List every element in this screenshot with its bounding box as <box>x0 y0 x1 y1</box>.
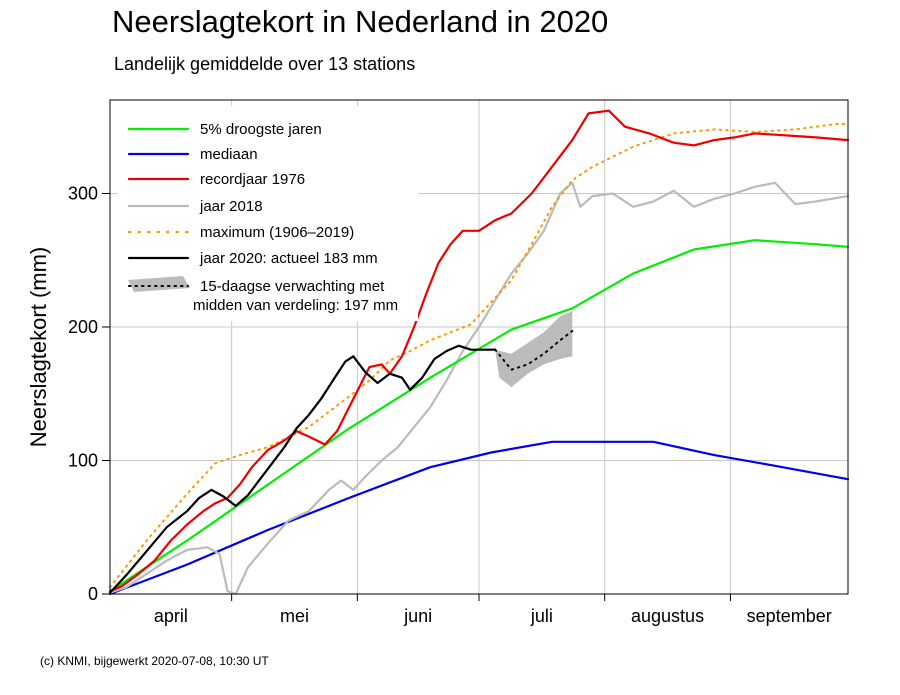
legend-label: maximum (1906–2019) <box>200 224 354 241</box>
legend-label: 15-daagse verwachting met midden van verd… <box>193 278 398 314</box>
legend-swatch-band <box>128 276 190 292</box>
series-line-4 <box>109 123 849 589</box>
series-line-3 <box>108 181 850 596</box>
page-subtitle: Landelijk gemiddelde over 13 stations <box>114 54 416 74</box>
y-tick-label: 200 <box>68 317 98 337</box>
forecast-band <box>495 311 573 388</box>
page-title: Neerslagtekort in Nederland in 2020 <box>112 4 609 39</box>
series-line-2 <box>108 109 850 593</box>
legend-label: 5% droogste jaren <box>200 121 322 138</box>
legend-label: jaar 2020: actueel 183 mm <box>199 250 378 267</box>
legend-label: recordjaar 1976 <box>200 171 305 188</box>
credit-text: (c) KNMI, bijgewerkt 2020-07-08, 10:30 U… <box>40 654 269 668</box>
series-line-1 <box>108 440 850 596</box>
legend-label: jaar 2018 <box>199 198 263 215</box>
x-tick-label: september <box>747 606 832 626</box>
series-line-6 <box>494 330 574 371</box>
series-line-0 <box>108 239 850 593</box>
x-tick-label: mei <box>280 606 309 626</box>
x-tick-label: juni <box>403 606 432 626</box>
y-tick-label: 100 <box>68 450 98 470</box>
y-axis-label: Neerslagtekort (mm) <box>26 247 51 447</box>
x-tick-label: augustus <box>631 606 704 626</box>
y-tick-label: 0 <box>88 584 98 604</box>
y-tick-label: 300 <box>68 183 98 203</box>
x-tick-label: april <box>154 606 188 626</box>
x-tick-label: juli <box>530 606 553 626</box>
legend-label: mediaan <box>200 146 258 163</box>
series-line-5 <box>108 344 497 594</box>
